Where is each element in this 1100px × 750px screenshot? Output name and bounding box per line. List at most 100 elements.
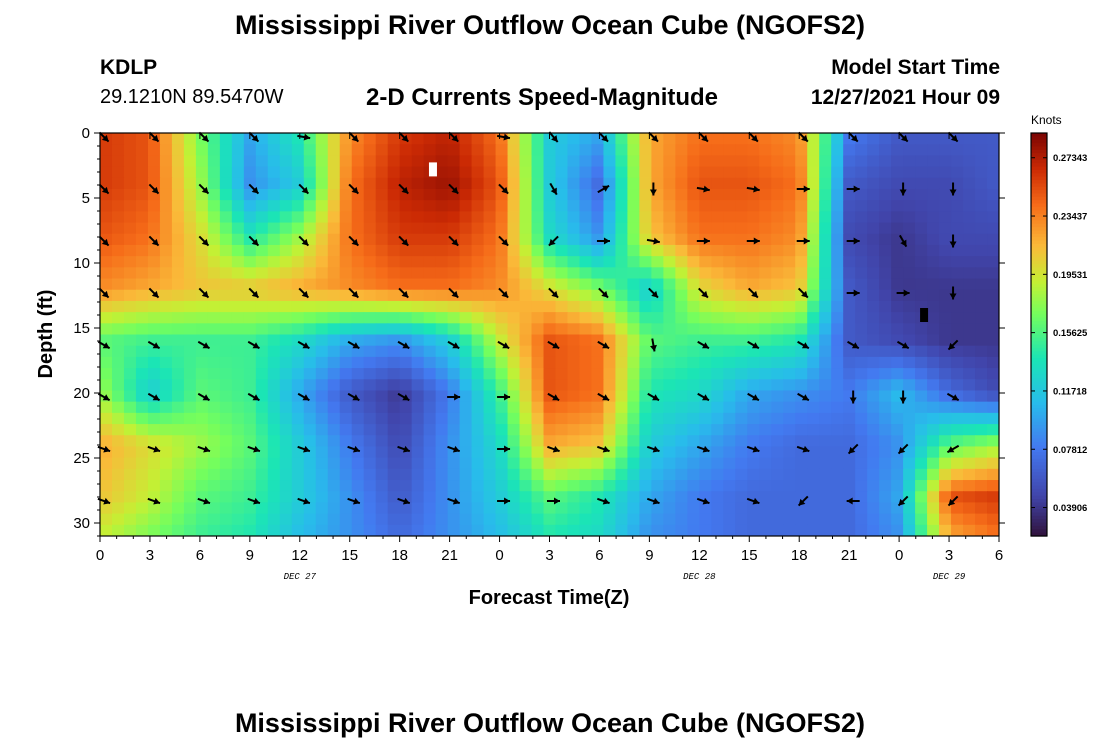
heat-cell <box>267 390 281 403</box>
heat-cell <box>435 491 449 504</box>
heat-cell <box>111 401 125 414</box>
heat-cell <box>483 412 497 425</box>
heat-cell <box>195 468 209 481</box>
heat-cell <box>927 177 940 190</box>
heat-cell <box>531 457 545 470</box>
heat-cell <box>351 133 365 145</box>
heat-cell <box>243 289 257 302</box>
heat-cell <box>927 334 940 347</box>
heat-cell <box>363 491 377 504</box>
heat-cell <box>747 513 760 526</box>
heat-cell <box>603 155 617 168</box>
heat-cell <box>387 222 401 235</box>
heat-cell <box>147 312 161 324</box>
heat-cell <box>519 334 533 347</box>
heat-cell <box>100 435 113 448</box>
heat-cell <box>639 345 652 358</box>
heat-cell <box>339 211 353 224</box>
heat-cell <box>867 345 880 358</box>
heat-cell <box>351 144 365 156</box>
heat-cell <box>627 267 640 280</box>
heat-cell <box>423 323 437 336</box>
current-vector <box>447 393 461 401</box>
model-start-value: 12/27/2021 Hour 09 <box>810 86 1000 109</box>
heat-cell <box>687 256 700 268</box>
footer-title: Mississippi River Outflow Ocean Cube (NG… <box>234 708 866 738</box>
heat-cell <box>939 435 952 448</box>
heat-cell <box>363 155 377 168</box>
heat-cell <box>255 334 269 347</box>
heat-cell <box>255 222 269 235</box>
heat-cell <box>267 200 281 212</box>
heat-cell <box>255 457 269 470</box>
heat-cell <box>183 502 197 515</box>
heat-cell <box>327 412 341 425</box>
heat-cell <box>903 412 916 425</box>
heat-cell <box>435 356 449 369</box>
heat-cell <box>603 233 617 246</box>
heat-cell <box>495 222 509 235</box>
heat-cell <box>819 356 832 369</box>
heat-cell <box>783 457 796 470</box>
heat-cell <box>951 300 964 313</box>
heat-cell <box>855 200 868 212</box>
heat-cell <box>267 278 281 291</box>
heat-cell <box>543 524 557 536</box>
heat-cell <box>963 457 976 470</box>
heat-cell <box>675 133 688 145</box>
heat-cell <box>387 188 401 201</box>
x-tick-label: 0 <box>495 547 503 564</box>
colorbar-segment <box>1031 462 1047 467</box>
heat-cell <box>135 166 149 179</box>
heat-cell <box>195 356 209 369</box>
heat-cell <box>615 267 629 280</box>
colorbar-segment <box>1031 532 1047 537</box>
heat-cell <box>339 334 353 347</box>
heat-cell <box>231 435 245 448</box>
current-vector <box>747 287 759 299</box>
heat-cell <box>495 435 509 448</box>
heat-cell <box>651 368 664 380</box>
heat-cell <box>339 312 353 324</box>
heat-cell <box>327 278 341 291</box>
heat-cell <box>711 166 724 179</box>
current-vector <box>198 235 210 247</box>
heat-cell <box>603 513 617 526</box>
heat-cell <box>891 188 904 201</box>
heat-cell <box>435 177 449 190</box>
heat-cell <box>351 222 365 235</box>
heat-cell <box>831 480 844 492</box>
heat-cell <box>639 289 652 302</box>
heat-cell <box>627 368 640 380</box>
heat-cell <box>699 334 712 347</box>
heat-cell <box>795 144 808 156</box>
heat-cell <box>939 144 952 156</box>
heat-cell <box>975 524 988 536</box>
heat-cell <box>723 356 736 369</box>
heat-cell <box>939 278 952 291</box>
heat-cell <box>303 356 317 369</box>
heat-cell <box>855 267 868 280</box>
heat-cell <box>675 412 688 425</box>
heat-cell <box>399 401 413 414</box>
heat-cell <box>531 446 545 459</box>
heat-cell <box>663 267 676 280</box>
heat-cell <box>663 345 676 358</box>
heat-cell <box>171 435 185 448</box>
heat-cell <box>759 211 772 224</box>
heat-cell <box>471 390 485 403</box>
heat-cell <box>759 446 772 459</box>
heat-cell <box>387 233 401 246</box>
heat-cell <box>471 401 485 414</box>
heat-cell <box>963 200 976 212</box>
heat-cell <box>435 480 449 492</box>
heat-cell <box>675 424 688 436</box>
colorbar-segment <box>1031 492 1047 497</box>
heat-cell <box>375 480 389 492</box>
heat-cell <box>831 446 844 459</box>
heat-cell <box>987 300 999 313</box>
current-vector <box>846 237 860 245</box>
heat-cell <box>279 424 293 436</box>
colorbar-segment <box>1031 159 1047 164</box>
heat-cell <box>195 166 209 179</box>
